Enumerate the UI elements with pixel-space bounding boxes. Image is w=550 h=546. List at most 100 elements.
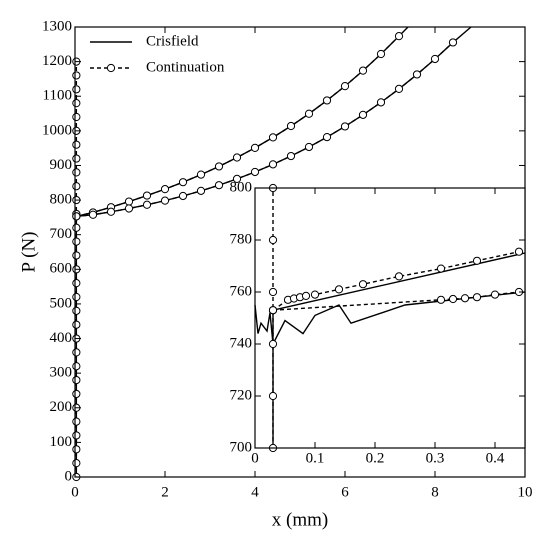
y-tick-label: 200	[50, 399, 73, 415]
data-point	[250, 167, 260, 177]
x-tick-label: 0.1	[306, 450, 325, 466]
data-point	[436, 295, 446, 304]
data-point	[72, 279, 81, 288]
data-point	[376, 49, 386, 59]
data-point	[72, 306, 81, 315]
y-tick-label: 800	[230, 179, 253, 195]
data-point	[72, 71, 81, 80]
data-point	[394, 272, 404, 281]
data-point	[196, 186, 206, 195]
data-point	[72, 251, 81, 260]
x-tick-label: 2	[161, 484, 169, 500]
data-point	[340, 122, 350, 131]
data-point	[334, 285, 344, 294]
data-point	[72, 85, 81, 94]
data-point	[72, 375, 81, 385]
y-tick-label: 900	[50, 157, 73, 173]
data-point	[472, 293, 482, 302]
plot-area	[254, 183, 526, 453]
y-tick-label: 700	[230, 439, 253, 455]
data-point	[72, 223, 81, 232]
y-tick-label: 0	[65, 468, 73, 484]
data-point	[214, 162, 224, 171]
data-point	[72, 362, 81, 371]
y-tick-label: 760	[230, 283, 253, 299]
data-point	[124, 197, 134, 206]
data-point	[124, 204, 134, 213]
data-point	[376, 98, 386, 107]
axes-frame	[254, 187, 526, 449]
data-point	[160, 196, 170, 205]
data-point	[301, 291, 311, 300]
data-point	[268, 391, 278, 401]
y-tick-label: 300	[50, 365, 73, 381]
y-tick-label: 500	[50, 295, 73, 311]
legend-marker	[106, 63, 116, 73]
data-point	[448, 38, 458, 47]
data-point	[514, 247, 524, 256]
y-axis-label: P (N)	[18, 232, 39, 273]
data-point	[268, 133, 278, 142]
data-point	[232, 174, 242, 183]
data-point	[268, 160, 278, 169]
data-point	[286, 121, 296, 131]
y-tick-label: 100	[50, 434, 73, 450]
data-point	[460, 294, 470, 303]
y-tick-label: 720	[230, 387, 253, 403]
data-point	[268, 287, 278, 297]
data-point	[72, 99, 81, 108]
data-point	[72, 459, 81, 468]
data-point	[448, 294, 458, 304]
y-tick-label: 700	[50, 226, 73, 242]
data-point	[358, 66, 368, 75]
data-point	[142, 200, 152, 209]
x-tick-label: 0.3	[426, 450, 445, 466]
x-tick-label: 4	[251, 484, 259, 500]
y-tick-label: 400	[50, 330, 73, 346]
y-tick-label: 1000	[42, 122, 72, 138]
data-point	[196, 170, 206, 179]
data-point	[340, 82, 350, 91]
data-point	[310, 290, 320, 299]
y-tick-label: 740	[230, 335, 253, 351]
inset-background	[255, 188, 525, 448]
y-tick-label: 1100	[43, 88, 72, 104]
data-point	[358, 280, 368, 289]
x-tick-label: 8	[431, 484, 439, 500]
data-point	[178, 178, 188, 187]
data-point	[412, 70, 422, 79]
data-point	[472, 256, 482, 265]
data-point	[142, 191, 152, 200]
data-point	[304, 109, 314, 118]
x-tick-label: 6	[341, 484, 349, 500]
data-point	[304, 142, 314, 152]
data-point	[72, 112, 81, 122]
data-point	[232, 153, 242, 162]
data-point	[72, 154, 81, 163]
data-point	[106, 207, 116, 216]
x-tick-label: 10	[518, 484, 533, 500]
data-point	[72, 431, 81, 440]
x-axis-label: x (mm)	[272, 509, 328, 530]
x-tick-label: 0.4	[486, 450, 505, 466]
y-tick-label: 800	[50, 192, 73, 208]
data-point	[322, 133, 332, 142]
data-point	[286, 151, 296, 161]
data-point	[72, 417, 81, 426]
data-point	[430, 54, 440, 64]
data-point	[72, 445, 81, 454]
data-point	[268, 235, 278, 245]
legend-label: Continuation	[146, 59, 225, 75]
data-point	[394, 84, 404, 93]
data-point	[394, 32, 404, 41]
y-tick-label: 1200	[42, 53, 72, 69]
data-point	[322, 96, 332, 105]
data-point	[88, 210, 98, 219]
x-tick-label: 0.2	[366, 450, 385, 466]
data-point	[214, 181, 224, 190]
data-point	[72, 182, 81, 191]
data-point	[268, 339, 278, 349]
data-point	[72, 212, 81, 221]
data-point	[250, 143, 260, 152]
